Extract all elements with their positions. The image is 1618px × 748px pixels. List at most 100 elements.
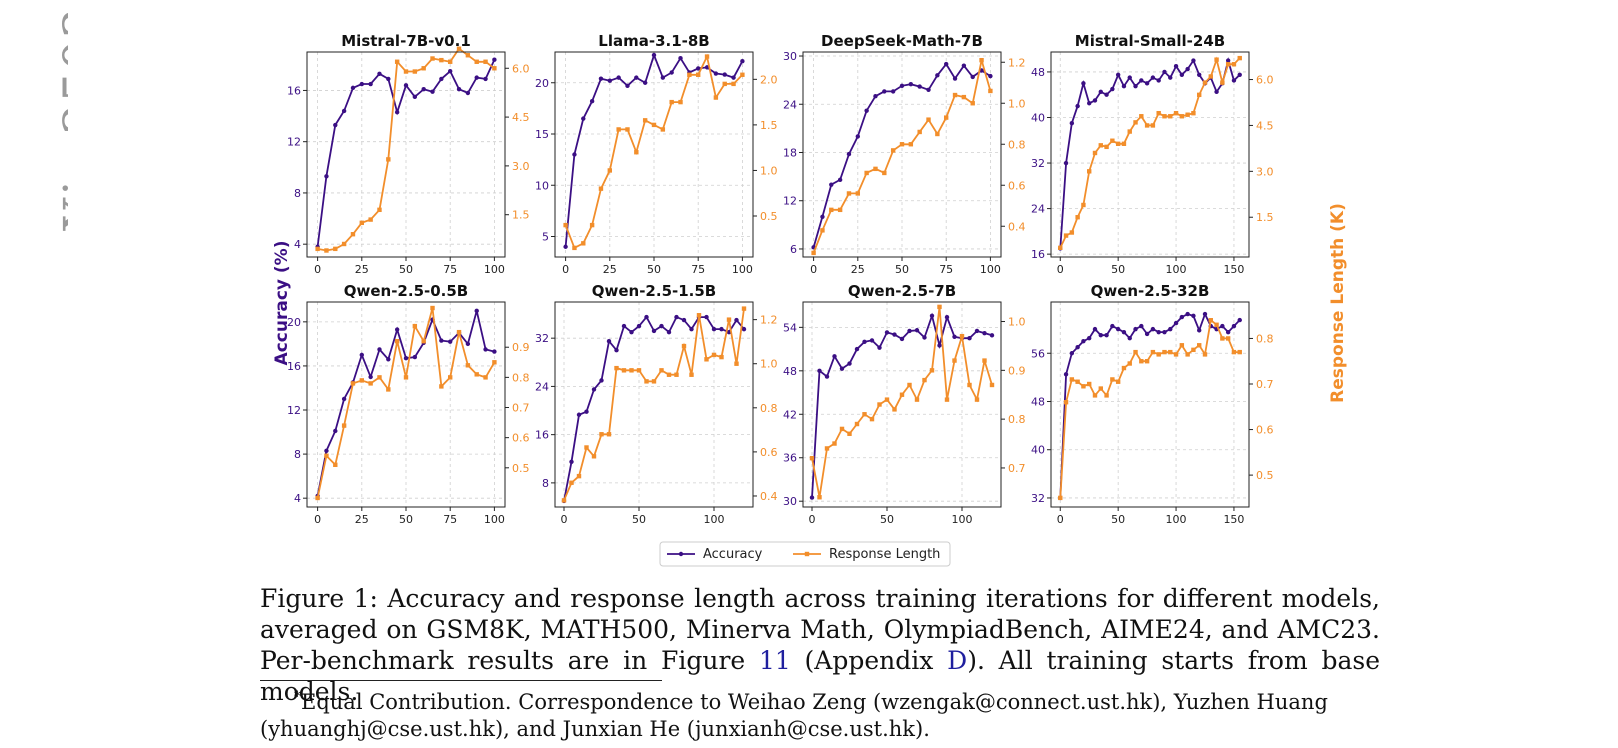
response-length-point <box>1110 138 1115 143</box>
accuracy-point <box>456 86 462 92</box>
x-tick-label: 50 <box>1111 263 1125 276</box>
response-length-point <box>741 306 747 311</box>
y-right-tick-label: 0.8 <box>1256 332 1274 345</box>
accuracy-point <box>899 336 905 342</box>
accuracy-point <box>1220 323 1225 329</box>
accuracy-point <box>368 81 373 87</box>
response-length-point <box>1144 359 1150 364</box>
accuracy-point <box>926 87 931 92</box>
y-right-tick-label: 1.0 <box>760 164 778 177</box>
y-left-tick-label: 54 <box>783 321 797 334</box>
accuracy-point <box>1144 331 1150 337</box>
y-left-tick-label: 8 <box>294 448 301 461</box>
response-length-point <box>659 368 664 373</box>
accuracy-point <box>719 326 724 332</box>
response-length-point <box>832 441 837 446</box>
x-tick-label: 50 <box>647 263 661 276</box>
response-length-point <box>1121 141 1127 146</box>
response-length-point <box>943 115 949 120</box>
response-length-point <box>1144 123 1150 128</box>
response-length-point <box>625 127 630 132</box>
x-tick-label: 25 <box>603 263 617 276</box>
response-length-point <box>1075 379 1080 384</box>
response-length-point <box>403 375 409 380</box>
accuracy-point <box>829 182 834 187</box>
chart-title: Mistral-Small-24B <box>1075 32 1225 50</box>
response-length-point <box>862 412 867 417</box>
response-length-point <box>678 99 683 105</box>
y-right-tick-label: 1.0 <box>1008 97 1026 110</box>
response-length-point <box>1197 343 1202 348</box>
y-right-tick-label: 0.9 <box>512 341 530 354</box>
response-length-point <box>324 453 329 458</box>
accuracy-point <box>864 108 869 113</box>
y-left-tick-label: 30 <box>783 495 797 508</box>
figure-11-link[interactable]: 11 <box>758 646 791 675</box>
response-length-point <box>492 360 497 365</box>
accuracy-point <box>1110 86 1115 92</box>
response-length-point <box>687 72 692 77</box>
response-length-line <box>1059 318 1240 498</box>
response-length-point <box>1156 110 1161 116</box>
x-tick-label: 0 <box>1057 263 1064 276</box>
response-length-point <box>967 382 972 388</box>
accuracy-point <box>412 94 418 100</box>
y-right-tick-label: 3.0 <box>1256 165 1274 178</box>
caption-text-1: Figure 1: Accuracy and response length a… <box>260 584 1380 675</box>
accuracy-point <box>952 334 957 339</box>
accuracy-point <box>621 323 627 329</box>
accuracy-point <box>394 327 400 332</box>
response-length-point <box>634 150 639 155</box>
accuracy-point <box>598 76 604 81</box>
accuracy-point <box>394 110 400 115</box>
response-length-point <box>1237 349 1242 355</box>
accuracy-point <box>809 495 815 500</box>
accuracy-point <box>1231 78 1237 83</box>
accuracy-point <box>1168 326 1173 332</box>
x-tick-label: 100 <box>1166 263 1187 276</box>
response-length-point <box>359 378 365 383</box>
chart-title: Qwen-2.5-7B <box>848 282 956 300</box>
response-length-point <box>599 432 604 437</box>
response-length-point <box>824 446 830 451</box>
y-right-tick-label: 0.4 <box>1008 220 1026 233</box>
response-length-point <box>1127 361 1132 366</box>
accuracy-point <box>629 329 634 335</box>
response-length-point <box>386 387 391 392</box>
accuracy-point <box>678 55 683 61</box>
accuracy-point <box>1115 326 1121 332</box>
response-length-point <box>341 241 347 247</box>
appendix-d-link[interactable]: D <box>947 646 968 675</box>
response-length-point <box>1081 384 1086 389</box>
legend: Accuracy Response Length <box>659 541 951 567</box>
footnote-mark: * <box>294 689 301 705</box>
accuracy-point <box>674 314 679 320</box>
response-length-point <box>854 421 860 427</box>
accuracy-line <box>563 315 745 502</box>
response-length-point <box>368 217 373 222</box>
accuracy-point <box>386 76 391 82</box>
y-right-tick-label: 0.5 <box>512 462 530 475</box>
accuracy-point <box>929 313 935 318</box>
accuracy-point <box>1133 83 1138 89</box>
response-length-point <box>1156 352 1161 357</box>
accuracy-point <box>1197 72 1202 77</box>
response-length-point <box>1121 365 1127 371</box>
response-length-point <box>1133 349 1138 355</box>
accuracy-point <box>1075 345 1080 350</box>
response-length-point <box>1092 150 1098 156</box>
response-length-point <box>1162 114 1167 119</box>
response-length-point <box>621 368 627 373</box>
response-length-point <box>1214 57 1219 62</box>
accuracy-point <box>474 308 479 314</box>
x-tick-label: 50 <box>399 263 413 276</box>
legend-response-label: Response Length <box>829 547 940 562</box>
response-length-point <box>439 57 444 63</box>
footnote-text: Equal Contribution. Correspondence to We… <box>260 690 1328 741</box>
x-tick-label: 100 <box>484 263 505 276</box>
accuracy-point <box>1104 92 1109 97</box>
response-length-point <box>1202 352 1208 357</box>
legend-response-marker <box>804 551 810 557</box>
response-length-point <box>959 333 965 339</box>
footnote-rule <box>260 680 662 681</box>
